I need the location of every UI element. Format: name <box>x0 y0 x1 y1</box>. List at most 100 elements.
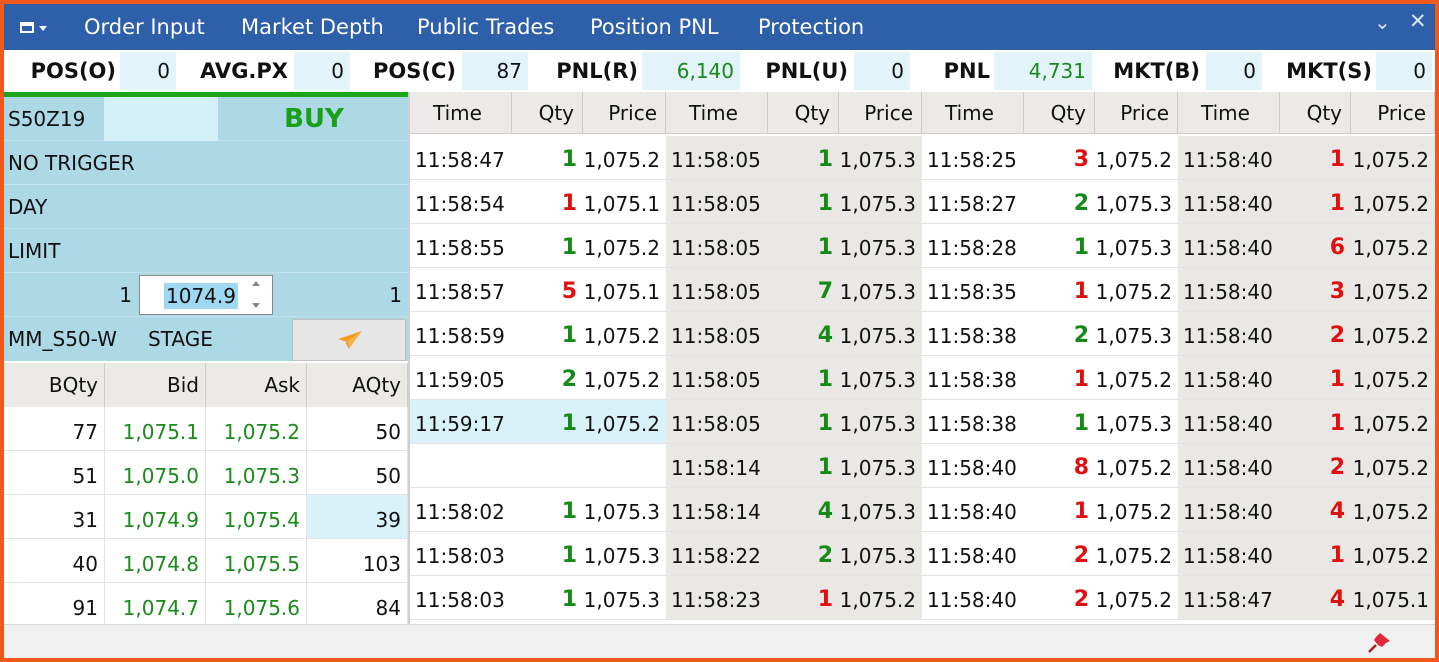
trade-time[interactable]: 11:58:14 <box>666 488 768 532</box>
trade-price[interactable]: 1,075.2 <box>1095 488 1178 532</box>
trade-price[interactable]: 1,075.2 <box>583 400 666 444</box>
trigger-row[interactable]: NO TRIGGER <box>4 141 408 185</box>
trade-qty[interactable]: 1 <box>1280 356 1351 400</box>
trade-price[interactable]: 1,075.2 <box>1095 576 1178 620</box>
tab-position-pnl[interactable]: Position PNL <box>590 15 719 39</box>
depth-cell[interactable]: 31 <box>4 495 105 539</box>
trade-qty[interactable]: 2 <box>1024 576 1095 620</box>
trade-price[interactable]: 1,075.2 <box>583 224 666 268</box>
tab-market-depth[interactable]: Market Depth <box>241 15 384 39</box>
trade-qty[interactable]: 6 <box>1280 224 1351 268</box>
trade-price[interactable]: 1,075.2 <box>1095 356 1178 400</box>
trade-price[interactable]: 1,075.3 <box>583 532 666 576</box>
trade-qty[interactable]: 1 <box>1280 532 1351 576</box>
trade-qty[interactable]: 2 <box>1280 312 1351 356</box>
header-qty[interactable]: Qty <box>768 92 839 134</box>
trade-time[interactable]: 11:58:28 <box>922 224 1024 268</box>
trade-qty[interactable]: 2 <box>1024 180 1095 224</box>
trade-time[interactable] <box>410 444 512 488</box>
trade-qty[interactable]: 1 <box>768 180 839 224</box>
trade-price[interactable]: 1,075.1 <box>1351 576 1435 620</box>
trade-qty[interactable]: 5 <box>512 268 583 312</box>
trade-price[interactable]: 1,075.2 <box>1351 356 1435 400</box>
trigger-select[interactable]: NO TRIGGER <box>8 151 135 175</box>
trade-price[interactable]: 1,075.2 <box>1351 444 1435 488</box>
trade-qty[interactable]: 1 <box>1280 136 1351 180</box>
trade-time[interactable]: 11:58:03 <box>410 532 512 576</box>
trade-qty[interactable]: 4 <box>1280 488 1351 532</box>
trade-qty[interactable]: 1 <box>512 576 583 620</box>
depth-cell[interactable]: 1,075.5 <box>206 539 307 583</box>
trade-qty[interactable]: 1 <box>768 224 839 268</box>
trade-qty[interactable]: 2 <box>1024 312 1095 356</box>
trade-price[interactable]: 1,075.3 <box>839 312 922 356</box>
trade-qty[interactable] <box>512 444 583 488</box>
trade-qty[interactable]: 1 <box>768 444 839 488</box>
trade-qty[interactable]: 1 <box>512 400 583 444</box>
validity-row[interactable]: DAY <box>4 185 408 229</box>
trade-price[interactable]: 1,075.3 <box>839 400 922 444</box>
depth-cell[interactable]: 1,075.6 <box>206 583 307 627</box>
trade-qty[interactable]: 4 <box>768 312 839 356</box>
trade-price[interactable]: 1,075.2 <box>1351 488 1435 532</box>
trade-price[interactable]: 1,075.1 <box>583 268 666 312</box>
tab-order-input[interactable]: Order Input <box>84 15 205 39</box>
trade-time[interactable]: 11:58:40 <box>1178 356 1280 400</box>
trade-time[interactable]: 11:58:05 <box>666 400 768 444</box>
header-bqty[interactable]: BQty <box>4 363 105 407</box>
mode-select[interactable]: STAGE <box>148 327 213 351</box>
header-time[interactable]: Time <box>922 92 1024 134</box>
trade-qty[interactable]: 1 <box>512 532 583 576</box>
symbol-field[interactable]: S50Z19 <box>8 107 86 131</box>
depth-cell[interactable]: 91 <box>4 583 105 627</box>
trade-qty[interactable]: 1 <box>512 180 583 224</box>
trade-price[interactable]: 1,075.3 <box>839 356 922 400</box>
trade-qty[interactable]: 1 <box>1024 268 1095 312</box>
depth-cell[interactable]: 39 <box>307 495 408 539</box>
depth-cell[interactable]: 103 <box>307 539 408 583</box>
trade-time[interactable]: 11:58:38 <box>922 312 1024 356</box>
header-price[interactable]: Price <box>839 92 922 134</box>
depth-cell[interactable]: 50 <box>307 407 408 451</box>
trade-time[interactable]: 11:58:40 <box>922 576 1024 620</box>
trade-qty[interactable]: 1 <box>512 224 583 268</box>
header-aqty[interactable]: AQty <box>307 363 408 407</box>
trade-time[interactable]: 11:58:54 <box>410 180 512 224</box>
trade-qty[interactable]: 3 <box>1280 268 1351 312</box>
trade-time[interactable]: 11:59:17 <box>410 400 512 444</box>
trade-qty[interactable]: 4 <box>1280 576 1351 620</box>
trade-qty[interactable]: 7 <box>768 268 839 312</box>
trade-time[interactable]: 11:58:40 <box>1178 268 1280 312</box>
trade-time[interactable]: 11:58:03 <box>410 576 512 620</box>
price-input[interactable]: 1074.9 <box>164 283 238 309</box>
depth-cell[interactable]: 1,075.2 <box>206 407 307 451</box>
trade-price[interactable]: 1,075.2 <box>1351 136 1435 180</box>
depth-cell[interactable]: 1,075.4 <box>206 495 307 539</box>
trade-time[interactable]: 11:58:05 <box>666 356 768 400</box>
spin-up-icon[interactable] <box>252 281 260 286</box>
header-time[interactable]: Time <box>666 92 768 134</box>
trade-time[interactable]: 11:58:40 <box>922 532 1024 576</box>
trade-time[interactable]: 11:58:23 <box>666 576 768 620</box>
trade-time[interactable]: 11:58:47 <box>410 136 512 180</box>
trade-time[interactable]: 11:58:05 <box>666 136 768 180</box>
trade-price[interactable]: 1,075.2 <box>1095 444 1178 488</box>
send-order-button[interactable] <box>292 319 406 361</box>
header-time[interactable]: Time <box>1178 92 1280 134</box>
pushpin-icon[interactable] <box>1366 631 1392 655</box>
header-ask[interactable]: Ask <box>206 363 307 407</box>
header-time[interactable]: Time <box>410 92 512 134</box>
trade-qty[interactable]: 2 <box>512 356 583 400</box>
depth-cell[interactable]: 1,074.7 <box>105 583 206 627</box>
trade-qty[interactable]: 1 <box>768 400 839 444</box>
trade-price[interactable]: 1,075.3 <box>1095 312 1178 356</box>
trade-price[interactable]: 1,075.2 <box>583 136 666 180</box>
trade-time[interactable]: 11:58:40 <box>1178 312 1280 356</box>
trade-qty[interactable]: 8 <box>1024 444 1095 488</box>
trade-price[interactable]: 1,075.3 <box>839 268 922 312</box>
trade-time[interactable]: 11:58:40 <box>1178 400 1280 444</box>
spin-down-icon[interactable] <box>252 303 260 308</box>
trade-time[interactable]: 11:58:35 <box>922 268 1024 312</box>
trade-time[interactable]: 11:58:22 <box>666 532 768 576</box>
trade-time[interactable]: 11:58:05 <box>666 180 768 224</box>
